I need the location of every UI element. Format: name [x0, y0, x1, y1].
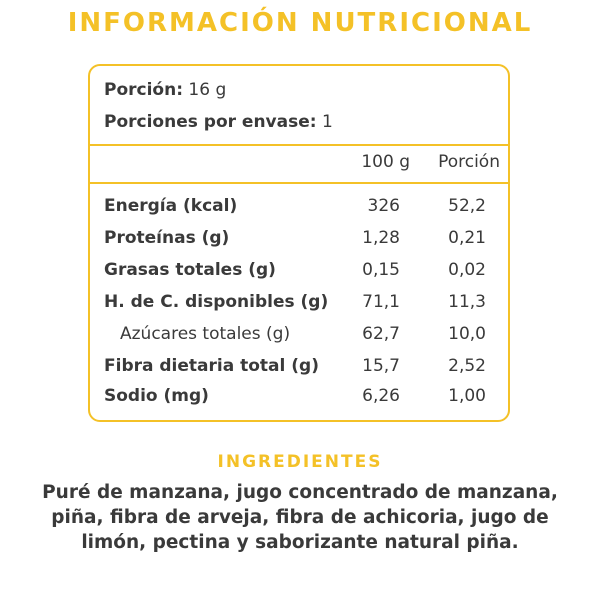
- nutrient-row-energy: Energía (kcal) 326 52,2: [90, 196, 508, 222]
- portions-per-pack-row: Porciones por envase: 1: [104, 112, 333, 132]
- ingredients-title: INGREDIENTES: [217, 452, 383, 472]
- nutrient-value-portion: 10,0: [448, 324, 486, 344]
- column-header-100g: 100 g: [361, 152, 410, 172]
- nutrient-label: Fibra dietaria total (g): [104, 356, 319, 376]
- nutrition-table: Porción: 16 g Porciones por envase: 1 10…: [88, 64, 510, 422]
- nutrient-label: Proteínas (g): [104, 228, 230, 248]
- nutrient-value-portion: 0,02: [448, 260, 486, 280]
- nutrient-value-portion: 52,2: [448, 196, 486, 216]
- nutrient-label: Energía (kcal): [104, 196, 238, 216]
- ingredients-text: Puré de manzana, jugo concentrado de man…: [42, 482, 558, 553]
- nutrient-label: Sodio (mg): [104, 386, 209, 406]
- nutrient-row-sugars: Azúcares totales (g) 62,7 10,0: [90, 324, 508, 350]
- nutrient-value-portion: 0,21: [448, 228, 486, 248]
- nutrient-value-portion: 1,00: [448, 386, 486, 406]
- nutrient-label: Grasas totales (g): [104, 260, 276, 280]
- nutrient-value-100g: 326: [367, 196, 400, 216]
- portion-row: Porción: 16 g: [104, 80, 226, 100]
- nutrient-value-100g: 1,28: [362, 228, 400, 248]
- nutrient-row-sodium: Sodio (mg) 6,26 1,00: [90, 386, 508, 412]
- nutrient-value-100g: 62,7: [362, 324, 400, 344]
- nutrient-row-carbs: H. de C. disponibles (g) 71,1 11,3: [90, 292, 508, 318]
- portions-per-pack-value: 1: [321, 112, 333, 132]
- nutrient-value-100g: 6,26: [362, 386, 400, 406]
- nutrient-value-100g: 15,7: [362, 356, 400, 376]
- nutrient-label: H. de C. disponibles (g): [104, 292, 329, 312]
- page-title: INFORMACIÓN NUTRICIONAL: [67, 8, 533, 38]
- nutrient-row-fiber: Fibra dietaria total (g) 15,7 2,52: [90, 356, 508, 382]
- portion-label: Porción:: [104, 80, 184, 100]
- nutrient-value-100g: 71,1: [362, 292, 400, 312]
- divider-top: [90, 144, 508, 146]
- nutrient-row-protein: Proteínas (g) 1,28 0,21: [90, 228, 508, 254]
- nutrient-value-portion: 11,3: [448, 292, 486, 312]
- portions-per-pack-label: Porciones por envase:: [104, 112, 317, 132]
- nutrient-value-100g: 0,15: [362, 260, 400, 280]
- nutrient-value-portion: 2,52: [448, 356, 486, 376]
- portion-value: 16 g: [188, 80, 227, 100]
- nutrient-label: Azúcares totales (g): [120, 324, 291, 344]
- column-header-portion: Porción: [438, 152, 500, 172]
- nutrient-row-fat: Grasas totales (g) 0,15 0,02: [90, 260, 508, 286]
- divider-header: [90, 182, 508, 184]
